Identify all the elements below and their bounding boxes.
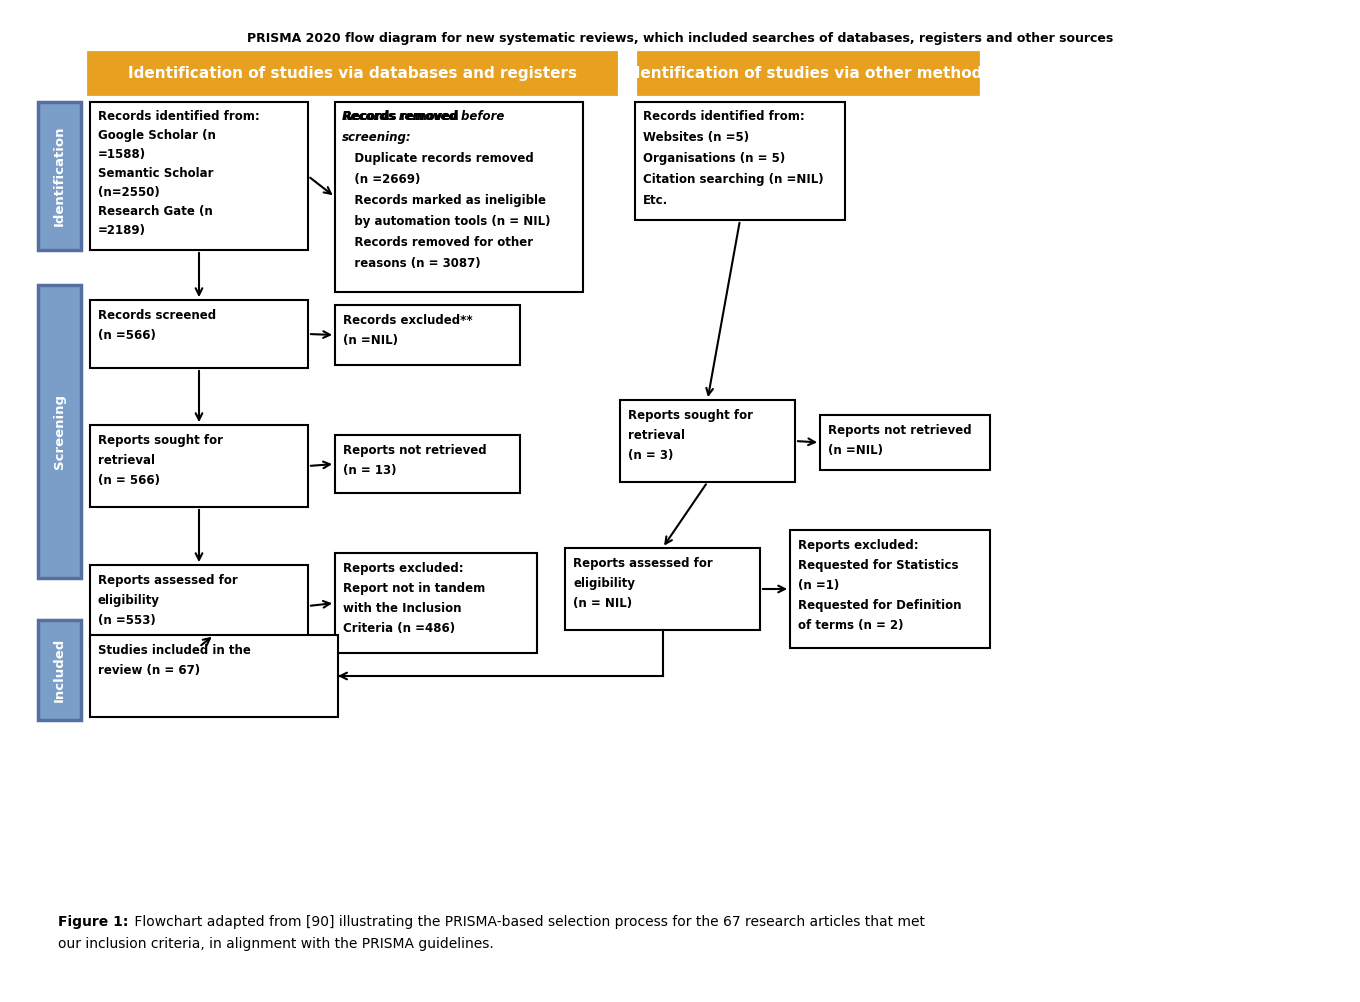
Text: Reports excluded:: Reports excluded: bbox=[343, 562, 464, 575]
Text: of terms (n = 2): of terms (n = 2) bbox=[798, 619, 903, 632]
Text: Report not in tandem: Report not in tandem bbox=[343, 582, 486, 595]
Bar bbox=[90, 300, 307, 368]
Text: Flowchart adapted from [90] illustrating the PRISMA-based selection process for : Flowchart adapted from [90] illustrating… bbox=[131, 915, 925, 929]
Text: Records marked as ineligible: Records marked as ineligible bbox=[341, 194, 545, 207]
Text: Figure 1:: Figure 1: bbox=[58, 915, 128, 929]
Text: review (n = 67): review (n = 67) bbox=[98, 664, 200, 677]
Text: Reports sought for: Reports sought for bbox=[628, 409, 753, 422]
Text: reasons (n = 3087): reasons (n = 3087) bbox=[341, 257, 480, 270]
Bar bbox=[90, 425, 307, 507]
Bar bbox=[620, 400, 796, 482]
Text: Records identified from:: Records identified from: bbox=[98, 110, 260, 123]
Text: Records identified from:: Records identified from: bbox=[643, 110, 805, 123]
Text: (n = 13): (n = 13) bbox=[343, 464, 397, 477]
Text: retrieval: retrieval bbox=[98, 454, 155, 467]
Text: Criteria (n =486): Criteria (n =486) bbox=[343, 622, 456, 635]
Text: Records removed before: Records removed before bbox=[341, 110, 505, 123]
Text: retrieval: retrieval bbox=[628, 429, 685, 442]
Text: Reports assessed for: Reports assessed for bbox=[98, 574, 238, 587]
Text: Organisations (n = 5): Organisations (n = 5) bbox=[643, 152, 785, 165]
Text: Reports excluded:: Reports excluded: bbox=[798, 539, 918, 552]
Text: (n=2550): (n=2550) bbox=[98, 186, 159, 199]
Text: (n = 3): (n = 3) bbox=[628, 449, 673, 462]
Text: with the Inclusion: with the Inclusion bbox=[343, 602, 461, 615]
Text: Etc.: Etc. bbox=[643, 194, 668, 207]
Bar bbox=[790, 530, 990, 648]
Text: screening:: screening: bbox=[341, 131, 412, 144]
Bar bbox=[638, 52, 978, 94]
Bar bbox=[820, 415, 990, 470]
Text: (n =2669): (n =2669) bbox=[341, 173, 420, 186]
Bar bbox=[635, 102, 845, 220]
Text: Records removed for other: Records removed for other bbox=[341, 236, 533, 249]
Text: Records removed: Records removed bbox=[343, 110, 462, 123]
Text: our inclusion criteria, in alignment with the PRISMA guidelines.: our inclusion criteria, in alignment wit… bbox=[58, 937, 494, 951]
Bar bbox=[88, 52, 616, 94]
Text: Screening: Screening bbox=[53, 394, 67, 469]
Bar bbox=[335, 305, 520, 365]
Text: Reports not retrieved: Reports not retrieved bbox=[343, 444, 487, 457]
Text: Studies included in the: Studies included in the bbox=[98, 644, 250, 657]
Text: Semantic Scholar: Semantic Scholar bbox=[98, 167, 214, 180]
Text: PRISMA 2020 flow diagram for new systematic reviews, which included searches of : PRISMA 2020 flow diagram for new systema… bbox=[248, 32, 1112, 45]
Bar bbox=[38, 285, 82, 578]
Text: (n =1): (n =1) bbox=[798, 579, 839, 592]
Bar bbox=[38, 102, 82, 250]
Text: Records excluded**: Records excluded** bbox=[343, 314, 473, 327]
Bar bbox=[564, 548, 760, 630]
Text: Reports sought for: Reports sought for bbox=[98, 434, 223, 447]
Text: (n =553): (n =553) bbox=[98, 614, 156, 627]
Text: Research Gate (n: Research Gate (n bbox=[98, 205, 212, 218]
Text: eligibility: eligibility bbox=[573, 577, 635, 590]
Text: (n = NIL): (n = NIL) bbox=[573, 597, 632, 610]
Text: Reports not retrieved: Reports not retrieved bbox=[828, 424, 971, 437]
Text: Reports assessed for: Reports assessed for bbox=[573, 557, 713, 570]
Text: =2189): =2189) bbox=[98, 224, 146, 237]
Text: (n = 566): (n = 566) bbox=[98, 474, 160, 487]
Bar bbox=[335, 102, 583, 292]
Text: Identification of studies via other methods: Identification of studies via other meth… bbox=[624, 65, 991, 80]
Text: Duplicate records removed: Duplicate records removed bbox=[341, 152, 533, 165]
Text: by automation tools (n = NIL): by automation tools (n = NIL) bbox=[341, 215, 551, 228]
Text: Requested for Definition: Requested for Definition bbox=[798, 599, 962, 612]
Text: (n =NIL): (n =NIL) bbox=[828, 444, 883, 457]
Text: (n =NIL): (n =NIL) bbox=[343, 334, 398, 347]
Bar bbox=[90, 102, 307, 250]
Bar bbox=[335, 435, 520, 493]
Text: Records removed: Records removed bbox=[343, 110, 462, 123]
Text: Included: Included bbox=[53, 638, 67, 702]
Text: Websites (n =5): Websites (n =5) bbox=[643, 131, 749, 144]
Bar bbox=[38, 620, 82, 720]
Bar bbox=[90, 635, 339, 717]
Text: Records screened: Records screened bbox=[98, 309, 216, 322]
Text: Identification of studies via databases and registers: Identification of studies via databases … bbox=[128, 65, 577, 80]
Text: Google Scholar (n: Google Scholar (n bbox=[98, 129, 216, 142]
Bar bbox=[335, 553, 537, 653]
Text: =1588): =1588) bbox=[98, 148, 146, 161]
Text: eligibility: eligibility bbox=[98, 594, 160, 607]
Text: (n =566): (n =566) bbox=[98, 329, 156, 342]
Bar bbox=[90, 565, 307, 647]
Text: Identification: Identification bbox=[53, 125, 67, 226]
Text: Citation searching (n =NIL): Citation searching (n =NIL) bbox=[643, 173, 824, 186]
Text: Requested for Statistics: Requested for Statistics bbox=[798, 559, 959, 572]
